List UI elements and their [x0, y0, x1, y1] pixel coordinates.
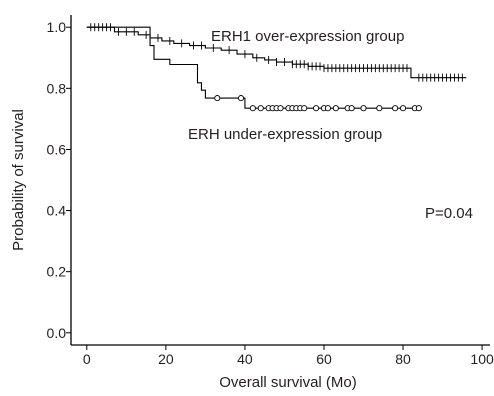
p-value-label: P=0.04 — [425, 205, 473, 222]
x-tick-label: 40 — [237, 351, 253, 367]
censor-mark — [360, 105, 367, 112]
censor-mark — [392, 105, 399, 112]
y-tick-label: 0.2 — [47, 264, 67, 280]
x-ticks: 0 20 40 60 80 100 — [83, 345, 494, 367]
x-tick-label: 20 — [158, 351, 174, 367]
x-tick-label: 80 — [395, 351, 411, 367]
y-ticks: 0.0 0.2 0.4 0.6 0.8 1.0 — [47, 19, 71, 341]
censor-mark — [257, 105, 264, 112]
censor-mark — [376, 105, 383, 112]
survival-curve-under — [86, 26, 419, 109]
y-tick-label: 0.4 — [47, 203, 67, 219]
censor-mark — [332, 105, 339, 112]
y-tick-label: 0.8 — [47, 80, 67, 96]
censor-mark — [249, 105, 256, 112]
censor-mark — [324, 105, 331, 112]
censor-mark — [301, 105, 308, 112]
y-axis-title: Probability of survival — [10, 109, 27, 251]
censor-mark — [237, 95, 245, 102]
x-tick-label: 60 — [316, 351, 332, 367]
censor-mark — [399, 105, 407, 112]
censor-mark — [214, 95, 221, 102]
censor-mark — [313, 105, 320, 112]
censor-mark — [348, 105, 355, 112]
series-under — [86, 26, 422, 112]
x-tick-label: 100 — [470, 351, 494, 367]
x-axis-title: Overall survival (Mo) — [219, 374, 357, 391]
x-tick-label: 0 — [83, 351, 91, 367]
censor-mark — [277, 105, 284, 112]
censor-mark — [415, 105, 422, 112]
y-tick-label: 0.6 — [47, 141, 67, 157]
plot-area: 0.0 0.2 0.4 0.6 0.8 1.0 0 20 40 60 80 100 — [47, 15, 494, 367]
label-under-expression: ERH under-expression group — [188, 126, 382, 143]
survival-curves — [86, 23, 467, 112]
y-tick-label: 0.0 — [47, 325, 67, 341]
y-tick-label: 1.0 — [47, 19, 67, 35]
label-over-expression: ERH1 over-expression group — [211, 28, 404, 45]
